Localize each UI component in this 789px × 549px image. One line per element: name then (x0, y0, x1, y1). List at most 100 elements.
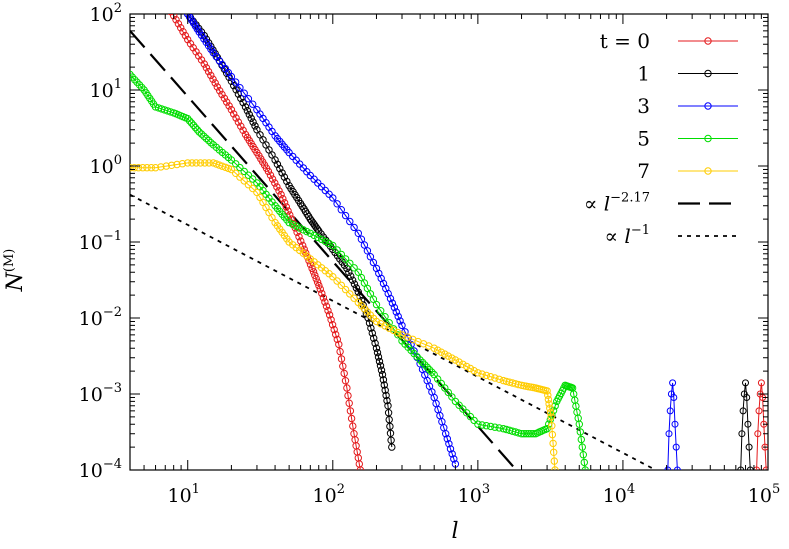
data-point (466, 412, 475, 421)
data-point (580, 458, 588, 467)
data-point (181, 31, 190, 40)
data-point (368, 329, 376, 337)
data-point (183, 7, 189, 13)
spike-point (753, 466, 761, 470)
x-axis-ticks: 101 102 103 104 105 (129, 14, 780, 507)
data-point (236, 173, 244, 181)
reference-lines (130, 30, 657, 470)
data-point (450, 455, 458, 463)
data-point (243, 107, 252, 115)
series-layer (130, 7, 768, 470)
data-point (389, 326, 398, 335)
data-point (280, 173, 289, 181)
data-point (434, 346, 442, 354)
data-point (478, 421, 486, 429)
spike-point (761, 443, 768, 451)
data-point (451, 356, 460, 364)
data-point (223, 98, 231, 106)
spike-point (666, 407, 674, 415)
data-point (188, 159, 196, 167)
series-0 (167, 14, 768, 470)
y-tick-label: 100 (90, 153, 122, 178)
y-axis-label-main: N (3, 271, 28, 292)
data-point (441, 384, 449, 392)
data-point (218, 90, 226, 99)
spike-point (671, 420, 679, 428)
data-point (249, 175, 257, 183)
data-point (495, 375, 503, 383)
data-point (279, 195, 287, 203)
data-point (179, 28, 187, 36)
data-point (310, 231, 318, 240)
data-point (227, 165, 236, 174)
data-point (394, 328, 402, 337)
data-point (325, 239, 333, 248)
data-point (384, 402, 392, 410)
data-point (333, 277, 341, 285)
y-tick-label: 101 (90, 77, 122, 102)
plot-border (129, 13, 769, 471)
data-point (299, 226, 307, 234)
data-point (455, 358, 463, 366)
data-point (444, 352, 452, 360)
data-point (354, 268, 362, 276)
x-tick-exponent: 1 (192, 482, 200, 497)
data-point (317, 235, 326, 244)
x-tick-label: 103 (458, 482, 490, 507)
data-point (486, 373, 495, 381)
data-point (207, 71, 215, 80)
data-point (321, 186, 329, 195)
data-point (321, 237, 329, 246)
data-point (544, 391, 552, 399)
data-point (366, 290, 375, 298)
data-point (195, 128, 203, 136)
data-point (232, 114, 240, 122)
spike-point (743, 394, 751, 401)
data-point (220, 94, 229, 103)
data-point (369, 258, 378, 267)
y-tick-exponent: −2 (103, 305, 122, 320)
data-point (382, 391, 390, 400)
data-point (244, 171, 253, 179)
spike-point (672, 443, 680, 451)
y-tick-exponent: 2 (114, 1, 122, 16)
data-point (544, 395, 553, 404)
spike-point (757, 379, 765, 387)
data-point (418, 358, 427, 367)
data-point (374, 353, 383, 361)
spike-point (762, 466, 768, 470)
data-point (381, 322, 389, 330)
data-point (227, 156, 236, 164)
data-point (273, 160, 282, 169)
data-point (392, 308, 400, 316)
data-point (360, 241, 369, 249)
x-tick-label: 102 (313, 482, 345, 507)
data-point (200, 132, 208, 141)
legend-label: 1 (637, 62, 650, 86)
data-point (348, 276, 357, 284)
data-point (425, 366, 434, 374)
data-point (372, 300, 381, 309)
x-tick-base: 10 (313, 485, 337, 507)
data-point (130, 164, 139, 172)
data-point (209, 75, 217, 83)
legend-prefix: ∝ (605, 224, 625, 248)
series-2 (183, 7, 681, 470)
x-tick-base: 10 (458, 485, 482, 507)
data-point (442, 430, 450, 438)
data-point (577, 435, 585, 444)
data-point (216, 87, 224, 95)
legend-variable: l (604, 192, 610, 216)
data-point (482, 371, 491, 380)
data-point (207, 139, 215, 147)
data-point (308, 264, 316, 273)
data-point (249, 118, 257, 126)
data-point (548, 422, 556, 430)
data-point (517, 430, 526, 438)
data-point (321, 298, 329, 306)
data-point (201, 159, 209, 167)
data-point (232, 160, 240, 168)
data-point (459, 405, 467, 413)
data-point (474, 420, 482, 428)
